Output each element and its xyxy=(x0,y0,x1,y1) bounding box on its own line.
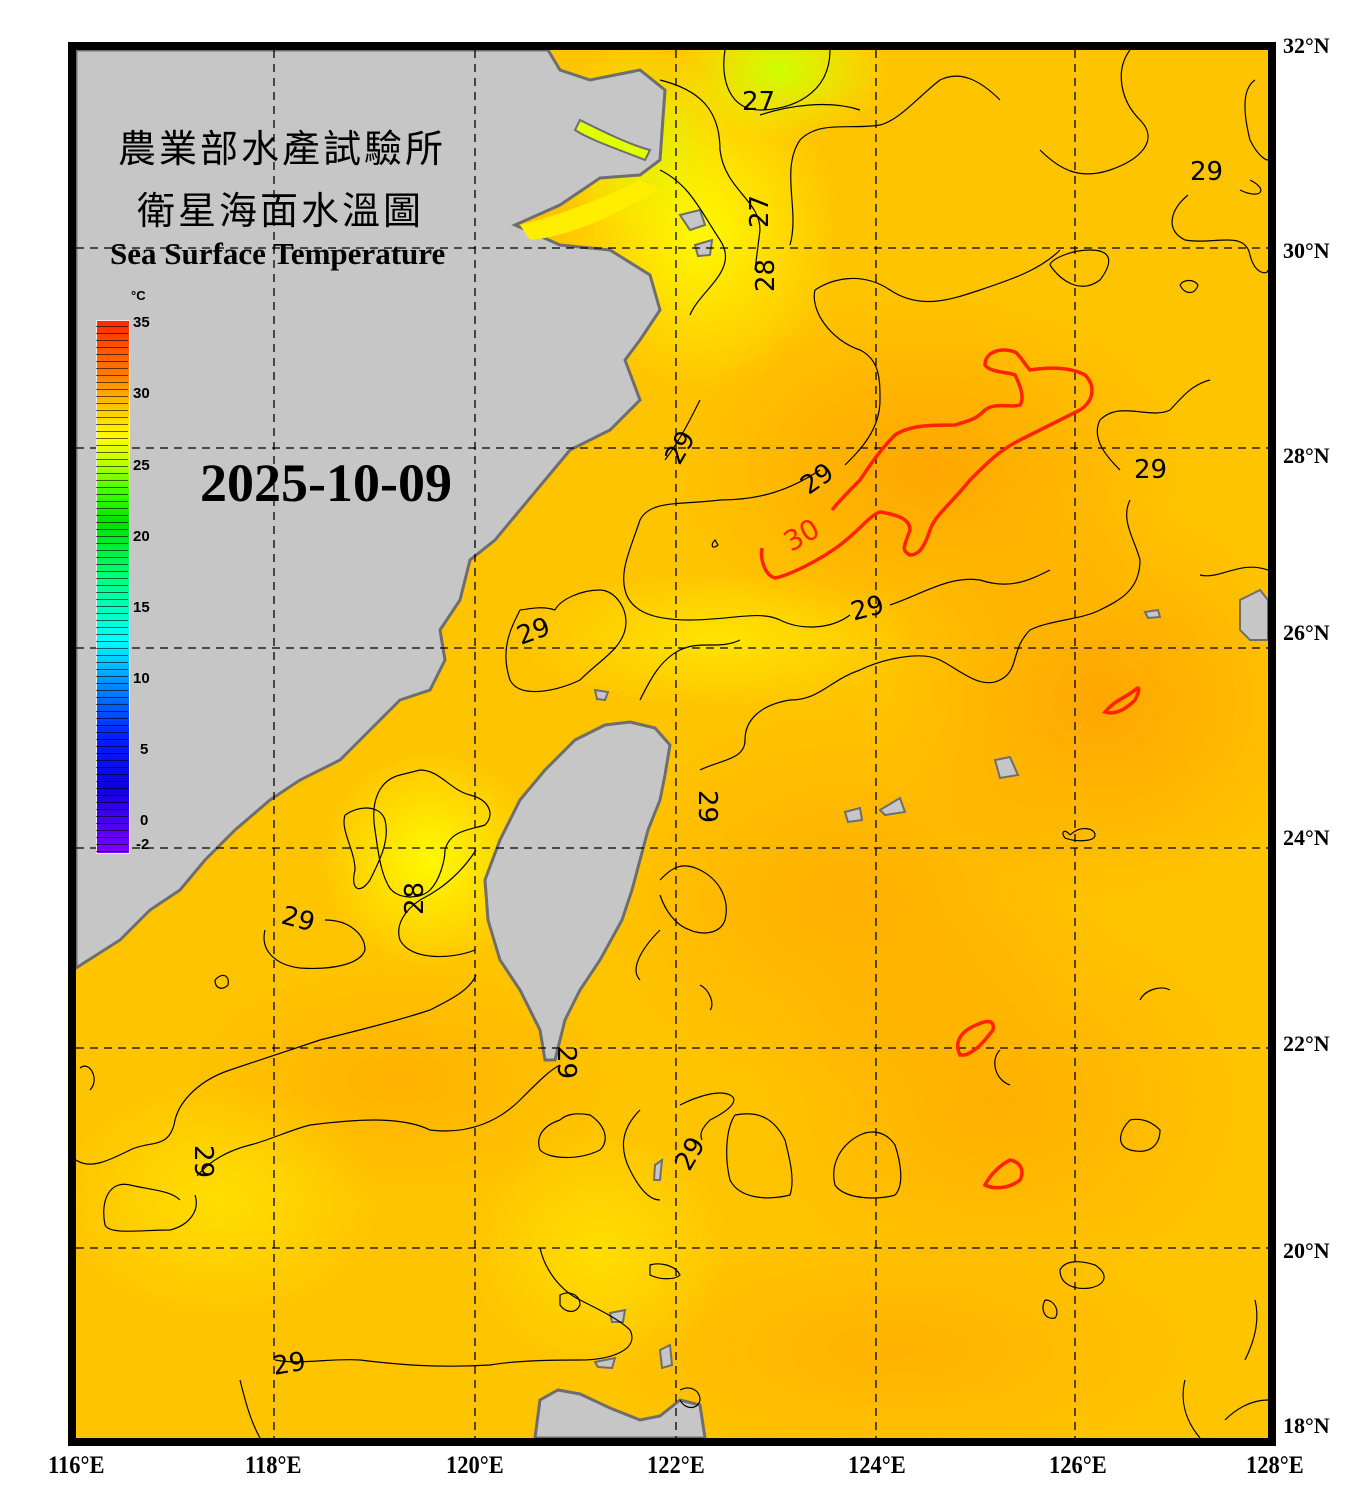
contour-label: 29 xyxy=(551,1046,581,1079)
colorbar-label: 25 xyxy=(133,457,150,474)
colorbar-unit: °C xyxy=(131,288,146,303)
lon-label: 124°E xyxy=(848,1452,906,1479)
contour-label: 29 xyxy=(270,1347,308,1382)
contour-label: 28 xyxy=(400,882,430,915)
lat-label: 26°N xyxy=(1283,620,1330,645)
contour-label: 27 xyxy=(745,195,775,228)
lon-label: 118°E xyxy=(245,1452,302,1479)
agency-title: 農業部水產試驗所 xyxy=(118,127,447,171)
lon-label: 128°E xyxy=(1246,1452,1304,1479)
lat-label: 30°N xyxy=(1283,238,1330,263)
lon-label: 126°E xyxy=(1049,1452,1107,1479)
colorbar-ticks xyxy=(96,320,128,852)
land-mainland-china xyxy=(76,50,667,970)
colorbar-label: 30 xyxy=(133,385,150,402)
contours-30 xyxy=(759,348,1141,1190)
colorbar-label: 10 xyxy=(133,670,150,687)
land-luzon xyxy=(533,1388,707,1438)
lat-label: 28°N xyxy=(1283,443,1330,468)
map-title-en: Sea Surface Temperature xyxy=(110,236,446,271)
lon-label: 116°E xyxy=(48,1452,105,1479)
land-taiwan xyxy=(483,720,672,1062)
lat-label: 32°N xyxy=(1283,33,1330,58)
colorbar-label: 0 xyxy=(140,812,149,829)
colorbar-label: 15 xyxy=(133,599,150,616)
contour-label: 29 xyxy=(1134,455,1167,485)
lat-label: 20°N xyxy=(1283,1238,1330,1263)
lat-label: 22°N xyxy=(1283,1031,1330,1056)
lat-label: 18°N xyxy=(1283,1413,1330,1438)
colorbar-label: 20 xyxy=(133,528,150,545)
map-title-zh: 衛星海面水溫圖 xyxy=(137,189,425,233)
contour-label: 29 xyxy=(692,790,722,823)
contours-black xyxy=(76,50,1268,1438)
lon-label: 120°E xyxy=(446,1452,504,1479)
colorbar-label: 5 xyxy=(140,741,149,758)
graticule xyxy=(76,50,1268,1438)
contour-label: 28 xyxy=(751,259,781,292)
sst-map-canvas: 27 27 28 29 29 29 29 29 29 29 28 29 29 2… xyxy=(76,50,1268,1438)
map-date: 2025-10-09 xyxy=(200,453,452,513)
colorbar-label: 35 xyxy=(133,314,150,331)
colorbar-label: -2 xyxy=(136,836,150,853)
contour-label: 29 xyxy=(188,1145,218,1178)
lon-label: 122°E xyxy=(647,1452,705,1479)
contour-label: 29 xyxy=(1190,157,1223,187)
sst-map: 27 27 28 29 29 29 29 29 29 29 28 29 29 2… xyxy=(76,50,1268,1438)
contour-label: 27 xyxy=(742,87,775,117)
lat-label: 24°N xyxy=(1283,825,1330,850)
